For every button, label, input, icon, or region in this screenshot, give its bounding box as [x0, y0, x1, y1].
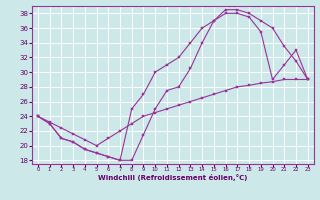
- X-axis label: Windchill (Refroidissement éolien,°C): Windchill (Refroidissement éolien,°C): [98, 174, 247, 181]
